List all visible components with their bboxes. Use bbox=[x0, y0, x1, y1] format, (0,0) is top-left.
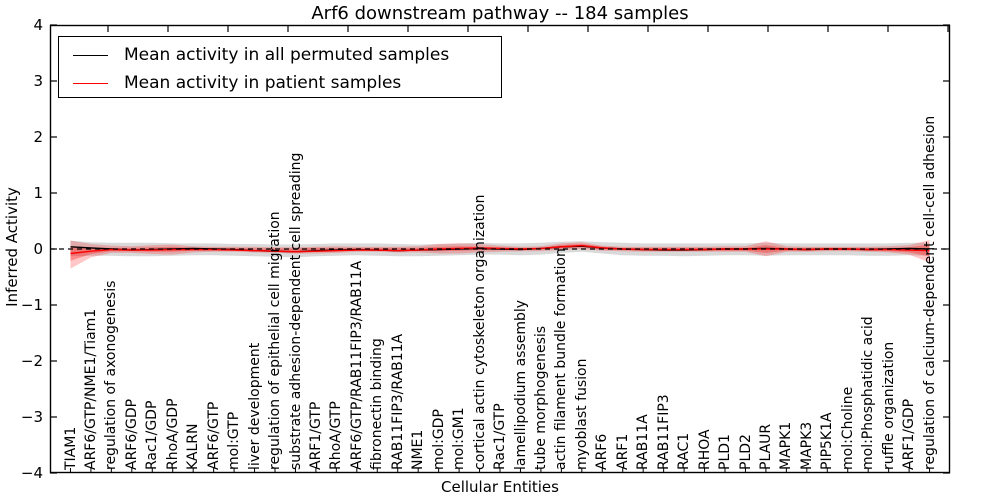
x-tick-label: mol:Phosphatidic acid bbox=[860, 316, 877, 470]
patient-samples-range-inner-band bbox=[70, 244, 930, 261]
legend-label-patient: Mean activity in patient samples bbox=[124, 73, 402, 93]
x-tick-label: ruffle organization bbox=[880, 341, 897, 470]
permuted-line-swatch bbox=[73, 54, 108, 56]
x-tick-label: Rac1/GTP bbox=[492, 403, 508, 470]
x-tick-label: RAB11FIP3/RAB11A bbox=[389, 333, 406, 470]
y-tick-label: −3 bbox=[20, 408, 43, 426]
x-tick-label: NME1 bbox=[410, 429, 427, 470]
legend: Mean activity in all permuted samples Me… bbox=[58, 36, 502, 98]
plot-frame bbox=[49, 24, 951, 474]
x-tick-label: mol:GTP bbox=[226, 411, 243, 470]
y-tick-label: 2 bbox=[33, 128, 43, 146]
x-tick-label: PLAUR bbox=[757, 423, 774, 470]
x-tick-label: ARF6/GTP/NME1/Tiam1 bbox=[82, 308, 99, 470]
x-tick-label: RAC1 bbox=[676, 432, 693, 470]
x-tick-label: ARF6/GTP/RAB11FIP3/RAB11A bbox=[348, 260, 365, 470]
page-title: Arf6 downstream pathway -- 184 samples bbox=[311, 3, 689, 24]
x-tick-label: mol:GDP bbox=[430, 409, 447, 470]
y-tick-label: 4 bbox=[33, 16, 43, 34]
x-tick-label: RhoA/GTP bbox=[328, 401, 345, 470]
x-tick-label: liver development bbox=[246, 342, 263, 470]
x-tick-label: myoblast fusion bbox=[573, 358, 590, 470]
x-tick-label: regulation of calcium-dependent cell-cel… bbox=[921, 115, 938, 470]
y-tick-label: −2 bbox=[20, 352, 43, 370]
x-tick-label: ARF1 bbox=[614, 433, 631, 470]
x-axis-label: Cellular Entities bbox=[441, 478, 559, 496]
x-tick-label: ARF6 bbox=[594, 433, 611, 470]
y-tick-label: 0 bbox=[33, 240, 43, 258]
patient-samples-range-outer-band bbox=[70, 240, 930, 269]
plot-area: TIAM1 ARF6/GTP/NME1/Tiam1 regulation of ax… bbox=[49, 24, 951, 474]
x-tick-label: TIAM1 bbox=[62, 426, 79, 470]
x-tick-label: lamellipodium assembly bbox=[512, 299, 529, 470]
x-tick-label: cortical actin cytoskeleton organization bbox=[471, 194, 488, 470]
legend-label-permuted: Mean activity in all permuted samples bbox=[124, 45, 450, 65]
patient-line-swatch bbox=[73, 82, 108, 84]
x-tick-label: RAB11FIP3 bbox=[655, 394, 672, 470]
x-tick-label: KALRN bbox=[185, 423, 202, 470]
x-tick-label: RhoA/GDP bbox=[164, 398, 181, 470]
y-tick-label: −4 bbox=[20, 464, 43, 482]
x-tick-label: PLD2 bbox=[737, 434, 754, 470]
x-tick-label: tube morphogenesis bbox=[532, 325, 549, 470]
x-tick-label: PIP5K1A bbox=[819, 412, 836, 470]
chart-canvas bbox=[49, 24, 951, 474]
x-tick-label: actin filament bundle formation bbox=[553, 248, 570, 470]
x-tick-label: MAPK3 bbox=[798, 421, 815, 470]
x-tick-label: ARF1/GDP bbox=[901, 398, 918, 470]
y-tick-label: 1 bbox=[33, 184, 43, 202]
x-tick-label: fibronectin binding bbox=[369, 338, 386, 470]
x-tick-label: mol:GM1 bbox=[451, 407, 468, 470]
x-tick-label: RAB11A bbox=[635, 414, 652, 470]
y-tick-label: 3 bbox=[33, 72, 43, 90]
x-tick-label: regulation of epithelial cell migration bbox=[267, 211, 283, 470]
x-tick-label: regulation of axonogenesis bbox=[103, 280, 120, 470]
legend-item-permuted: Mean activity in all permuted samples bbox=[59, 40, 449, 70]
x-tick-label: substrate adhesion-dependent cell spread… bbox=[287, 152, 304, 470]
y-tick-label: −1 bbox=[20, 296, 43, 314]
legend-item-patient: Mean activity in patient samples bbox=[59, 68, 401, 98]
x-tick-label: ARF1/GTP bbox=[307, 401, 324, 470]
x-tick-label: ARF6/GDP bbox=[123, 398, 140, 470]
x-tick-label: Rac1/GDP bbox=[144, 400, 161, 470]
x-tick-label: ARF6/GTP bbox=[205, 401, 222, 470]
x-tick-label: RHOA bbox=[696, 429, 713, 470]
x-tick-label: mol:Choline bbox=[839, 386, 856, 470]
x-tick-label: MAPK1 bbox=[778, 421, 795, 470]
x-tick-label: PLD1 bbox=[717, 434, 733, 470]
